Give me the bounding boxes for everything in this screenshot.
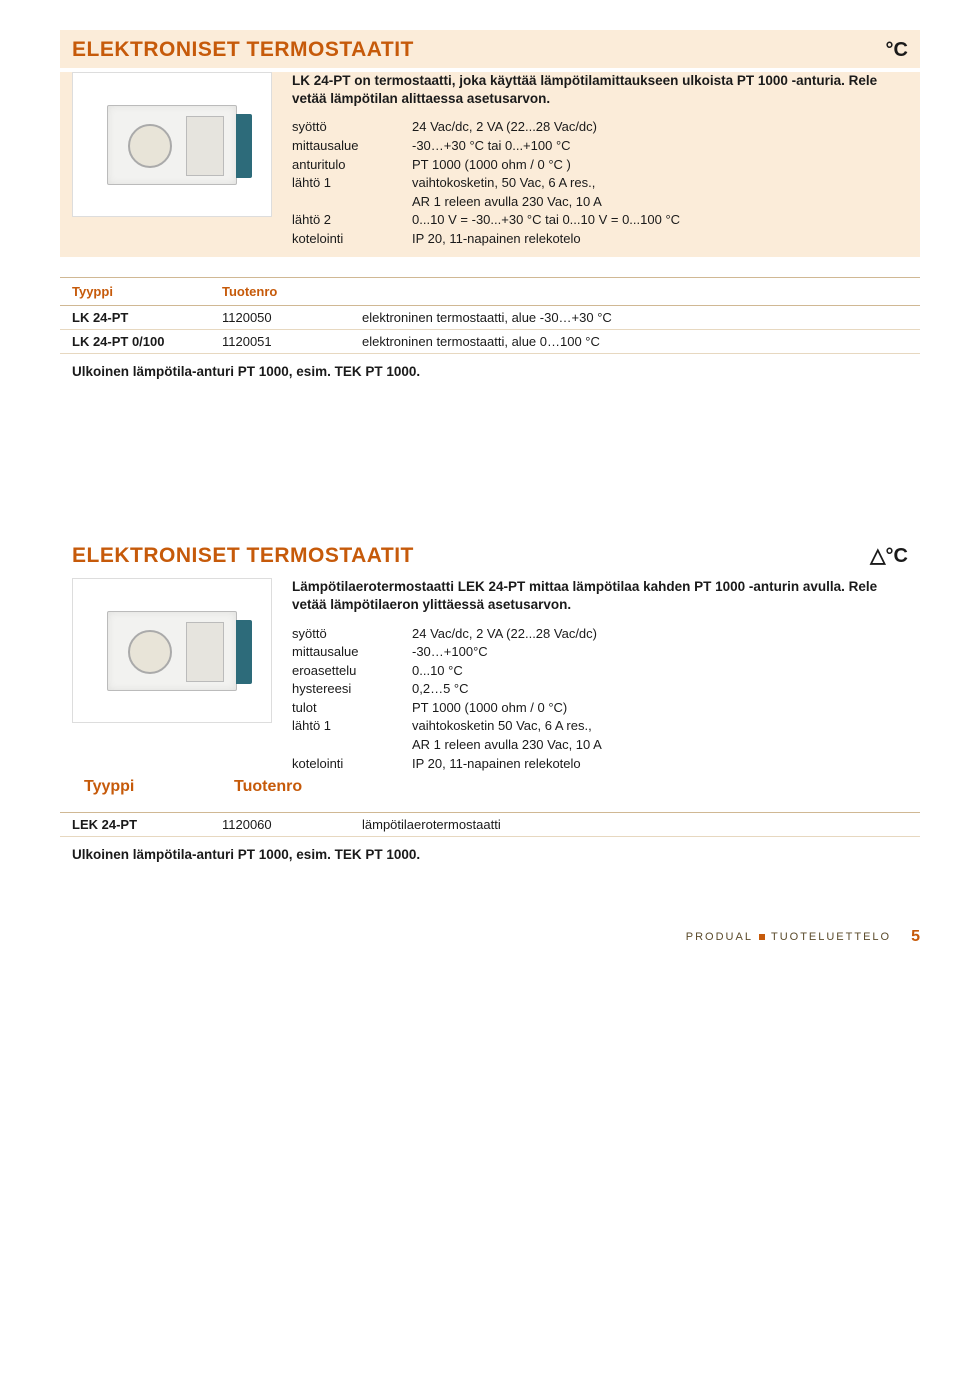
footer-title: TUOTELUETTELO — [771, 931, 891, 943]
section1-title: ELEKTRONISET TERMOSTAATIT — [72, 38, 414, 62]
spec-value: IP 20, 11-napainen relekotelo — [412, 755, 908, 773]
page-number: 5 — [911, 928, 920, 946]
page-footer: PRODUAL TUOTELUETTELO 5 — [60, 868, 920, 956]
section2-intro-block: Lämpötilaerotermostaatti LEK 24-PT mitta… — [60, 578, 920, 812]
spec-value: 24 Vac/dc, 2 VA (22...28 Vac/dc) — [412, 625, 908, 643]
spec-value: 24 Vac/dc, 2 VA (22...28 Vac/dc) — [412, 118, 908, 136]
thermostat-icon — [107, 105, 237, 185]
col-type: Tyyppi — [72, 284, 222, 299]
spec-key: anturitulo — [292, 156, 412, 174]
section2-spec-list: syöttö24 Vac/dc, 2 VA (22...28 Vac/dc)mi… — [292, 625, 908, 772]
spec-value: -30…+100°C — [412, 643, 908, 661]
spec-value: 0...10 °C — [412, 662, 908, 680]
cell-type: LK 24-PT 0/100 — [72, 334, 222, 349]
spec-key: mittausalue — [292, 137, 412, 155]
spec-value: vaihtokosketin 50 Vac, 6 A res., — [412, 717, 908, 735]
spec-key: eroasettelu — [292, 662, 412, 680]
spec-key — [292, 736, 412, 754]
cell-desc: elektroninen termostaatti, alue 0…100 °C — [362, 334, 908, 349]
table-row: LEK 24-PT1120060lämpötilaerotermostaatti — [60, 813, 920, 837]
section1-header: ELEKTRONISET TERMOSTAATIT °C — [60, 30, 920, 68]
spec-key: lähtö 1 — [292, 717, 412, 735]
section1-product-image — [72, 72, 272, 217]
col-product-number: Tuotenro — [222, 284, 362, 299]
section2-table: LEK 24-PT1120060lämpötilaerotermostaatti — [60, 812, 920, 837]
col-desc — [362, 284, 908, 299]
cell-type: LK 24-PT — [72, 310, 222, 325]
spec-key: kotelointi — [292, 755, 412, 773]
col-product-number: Tuotenro — [234, 778, 374, 796]
spec-key: lähtö 1 — [292, 174, 412, 192]
section2-header: ELEKTRONISET TERMOSTAATIT △°C — [60, 535, 920, 574]
dot-icon — [759, 934, 765, 940]
section1-table: Tyyppi Tuotenro LK 24-PT1120050elektroni… — [60, 277, 920, 354]
section1-unit: °C — [886, 39, 908, 62]
spec-key — [292, 193, 412, 211]
spec-key: syöttö — [292, 625, 412, 643]
spec-value: PT 1000 (1000 ohm / 0 °C) — [412, 699, 908, 717]
thermostat-icon — [107, 611, 237, 691]
spec-value: IP 20, 11-napainen relekotelo — [412, 230, 908, 248]
section1-intro-block: LK 24-PT on termostaatti, joka käyttää l… — [60, 72, 920, 257]
section2-unit: △°C — [870, 543, 908, 568]
spec-value: 0,2…5 °C — [412, 680, 908, 698]
section2-intro-text: Lämpötilaerotermostaatti LEK 24-PT mitta… — [292, 578, 908, 772]
section2-intro-para: Lämpötilaerotermostaatti LEK 24-PT mitta… — [292, 578, 908, 614]
spec-key: syöttö — [292, 118, 412, 136]
spec-key: mittausalue — [292, 643, 412, 661]
section2-header-row: Tyyppi Tuotenro — [72, 772, 908, 802]
cell-desc: elektroninen termostaatti, alue -30…+30 … — [362, 310, 908, 325]
section1-spec-list: syöttö24 Vac/dc, 2 VA (22...28 Vac/dc)mi… — [292, 118, 908, 247]
cell-code: 1120051 — [222, 334, 362, 349]
cell-code: 1120060 — [222, 817, 362, 832]
spec-key: kotelointi — [292, 230, 412, 248]
cell-code: 1120050 — [222, 310, 362, 325]
footer-brand: PRODUAL — [686, 931, 753, 943]
section1-table-header: Tyyppi Tuotenro — [60, 277, 920, 306]
spec-key: tulot — [292, 699, 412, 717]
table-row: LK 24-PT1120050elektroninen termostaatti… — [60, 306, 920, 330]
col-type: Tyyppi — [84, 778, 234, 796]
spec-value: -30…+30 °C tai 0...+100 °C — [412, 137, 908, 155]
section2-product-image — [72, 578, 272, 723]
spec-key: hystereesi — [292, 680, 412, 698]
spec-key: lähtö 2 — [292, 211, 412, 229]
spec-value: vaihtokosketin, 50 Vac, 6 A res., — [412, 174, 908, 192]
spec-value: 0...10 V = -30...+30 °C tai 0...10 V = 0… — [412, 211, 908, 229]
spec-value: AR 1 releen avulla 230 Vac, 10 A — [412, 736, 908, 754]
section1-note: Ulkoinen lämpötila-anturi PT 1000, esim.… — [60, 354, 920, 385]
section2-title: ELEKTRONISET TERMOSTAATIT — [72, 544, 414, 568]
table-row: LK 24-PT 0/1001120051elektroninen termos… — [60, 330, 920, 354]
section1-intro-text: LK 24-PT on termostaatti, joka käyttää l… — [292, 72, 908, 247]
section1-intro-para: LK 24-PT on termostaatti, joka käyttää l… — [292, 72, 908, 108]
section2-note: Ulkoinen lämpötila-anturi PT 1000, esim.… — [60, 837, 920, 868]
cell-type: LEK 24-PT — [72, 817, 222, 832]
spec-value: PT 1000 (1000 ohm / 0 °C ) — [412, 156, 908, 174]
cell-desc: lämpötilaerotermostaatti — [362, 817, 908, 832]
spec-value: AR 1 releen avulla 230 Vac, 10 A — [412, 193, 908, 211]
